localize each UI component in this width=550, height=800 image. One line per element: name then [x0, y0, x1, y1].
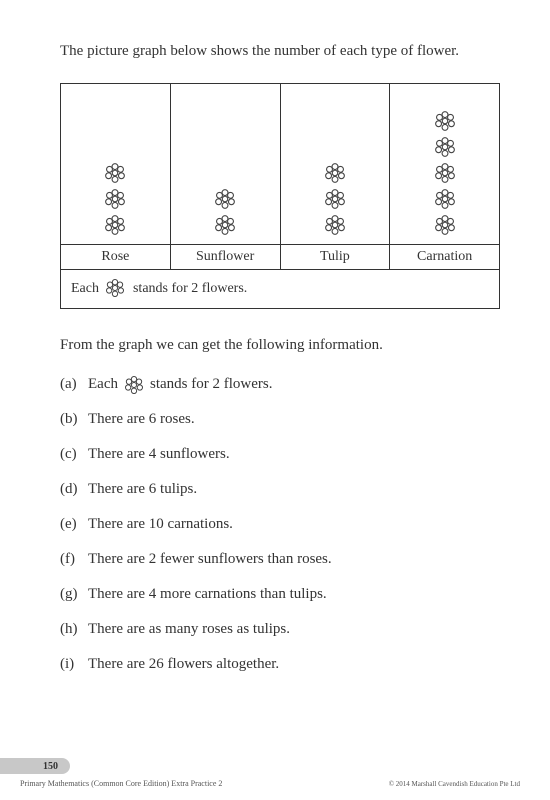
item-text: There are 4 more carnations than tulips.: [88, 584, 327, 605]
flower-icon: [214, 188, 236, 210]
flower-icon: [104, 162, 126, 184]
pictograph-label: Tulip: [281, 245, 391, 269]
list-item: (d)There are 6 tulips.: [60, 479, 500, 500]
info-line: From the graph we can get the following …: [60, 334, 500, 357]
item-text: There are 10 carnations.: [88, 514, 233, 535]
flower-icon: [104, 214, 126, 236]
list-item: (e)There are 10 carnations.: [60, 514, 500, 535]
list-item: (a)Each stands for 2 flowers.: [60, 374, 500, 395]
list-item: (c)There are 4 sunflowers.: [60, 444, 500, 465]
legend-suffix: stands for 2 flowers.: [133, 281, 247, 297]
flower-icon: [105, 278, 127, 300]
item-label: (b): [60, 409, 88, 430]
flower-icon: [324, 162, 346, 184]
pictograph-icons-row: [61, 84, 499, 244]
item-text: Each stands for 2 flowers.: [88, 374, 272, 395]
flower-icon: [324, 214, 346, 236]
pictograph-legend: Each stands for 2 flowers.: [61, 269, 499, 308]
flower-icon: [434, 214, 456, 236]
flower-icon: [214, 214, 236, 236]
item-text: There are 4 sunflowers.: [88, 444, 230, 465]
list-item: (f)There are 2 fewer sunflowers than ros…: [60, 549, 500, 570]
item-label: (h): [60, 619, 88, 640]
flower-icon: [434, 110, 456, 132]
info-list: (a)Each stands for 2 flowers.(b)There ar…: [60, 374, 500, 675]
list-item: (g)There are 4 more carnations than tuli…: [60, 584, 500, 605]
page-footer: 150 Primary Mathematics (Common Core Edi…: [0, 758, 550, 788]
flower-icon: [434, 136, 456, 158]
pictograph-label: Rose: [61, 245, 171, 269]
item-text: There are as many roses as tulips.: [88, 619, 290, 640]
item-label: (g): [60, 584, 88, 605]
pictograph-label: Sunflower: [171, 245, 281, 269]
legend-prefix: Each: [71, 281, 99, 297]
item-label: (e): [60, 514, 88, 535]
pictograph-cell: [390, 84, 499, 244]
flower-icon: [104, 188, 126, 210]
list-item: (b)There are 6 roses.: [60, 409, 500, 430]
item-text: There are 2 fewer sunflowers than roses.: [88, 549, 332, 570]
pictograph-cell: [281, 84, 391, 244]
page-number: 150: [43, 761, 58, 772]
footer-copyright: © 2014 Marshall Cavendish Education Pte …: [389, 780, 520, 788]
flower-icon: [124, 375, 144, 395]
footer-book-title: Primary Mathematics (Common Core Edition…: [20, 779, 222, 788]
flower-icon: [434, 162, 456, 184]
item-label: (c): [60, 444, 88, 465]
list-item: (h)There are as many roses as tulips.: [60, 619, 500, 640]
pictograph-cell: [61, 84, 171, 244]
flower-icon: [324, 188, 346, 210]
page-number-badge: 150: [0, 758, 70, 774]
item-label: (a): [60, 374, 88, 395]
item-text: There are 6 tulips.: [88, 479, 197, 500]
intro-text: The picture graph below shows the number…: [60, 40, 500, 63]
flower-icon: [434, 188, 456, 210]
item-text: There are 26 flowers altogether.: [88, 654, 279, 675]
list-item: (i)There are 26 flowers altogether.: [60, 654, 500, 675]
item-label: (f): [60, 549, 88, 570]
item-label: (i): [60, 654, 88, 675]
item-text: There are 6 roses.: [88, 409, 195, 430]
pictograph-cell: [171, 84, 281, 244]
pictograph-labels-row: RoseSunflowerTulipCarnation: [61, 244, 499, 269]
item-label: (d): [60, 479, 88, 500]
pictograph-label: Carnation: [390, 245, 499, 269]
pictograph-table: RoseSunflowerTulipCarnation Each stands …: [60, 83, 500, 309]
